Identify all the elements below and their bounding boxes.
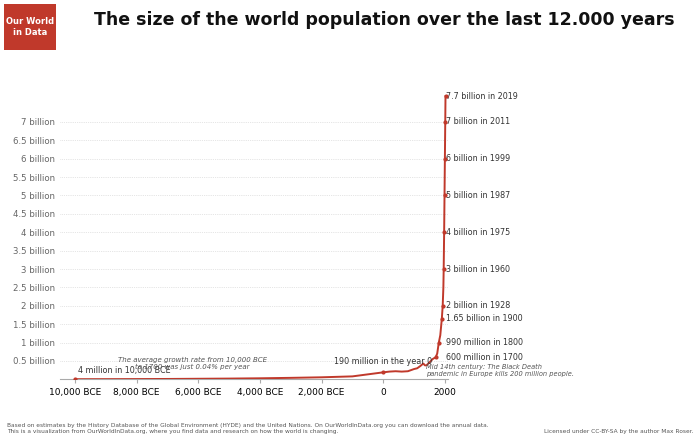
Text: 4 million in 10,000 BCE: 4 million in 10,000 BCE [78,365,171,375]
Text: 3 billion in 1960: 3 billion in 1960 [446,265,510,273]
Text: 1.65 billion in 1900: 1.65 billion in 1900 [446,314,522,323]
Text: 2 billion in 1928: 2 billion in 1928 [446,301,510,310]
Text: 7.7 billion in 2019: 7.7 billion in 2019 [446,92,518,101]
Text: 5 billion in 1987: 5 billion in 1987 [446,191,510,200]
Text: The size of the world population over the last 12.000 years: The size of the world population over th… [94,11,675,29]
Text: Our World
in Data: Our World in Data [6,17,54,37]
Text: 190 million in the year 0: 190 million in the year 0 [334,357,433,366]
Text: Based on estimates by the History Database of the Global Environment (HYDE) and : Based on estimates by the History Databa… [7,423,489,434]
Text: Mid 14th century: The Black Death
pandemic in Europe kills 200 million people.: Mid 14th century: The Black Death pandem… [426,364,574,378]
Text: 7 billion in 2011: 7 billion in 2011 [446,117,510,126]
Text: 990 million in 1800: 990 million in 1800 [446,338,523,347]
Text: Licensed under CC-BY-SA by the author Max Roser.: Licensed under CC-BY-SA by the author Ma… [543,429,693,434]
Text: 4 billion in 1975: 4 billion in 1975 [446,228,510,237]
Text: 600 million in 1700: 600 million in 1700 [446,353,523,362]
Text: The average growth rate from 10,000 BCE
to 1700 was just 0.04% per year: The average growth rate from 10,000 BCE … [118,357,267,370]
Text: 6 billion in 1999: 6 billion in 1999 [446,154,510,163]
